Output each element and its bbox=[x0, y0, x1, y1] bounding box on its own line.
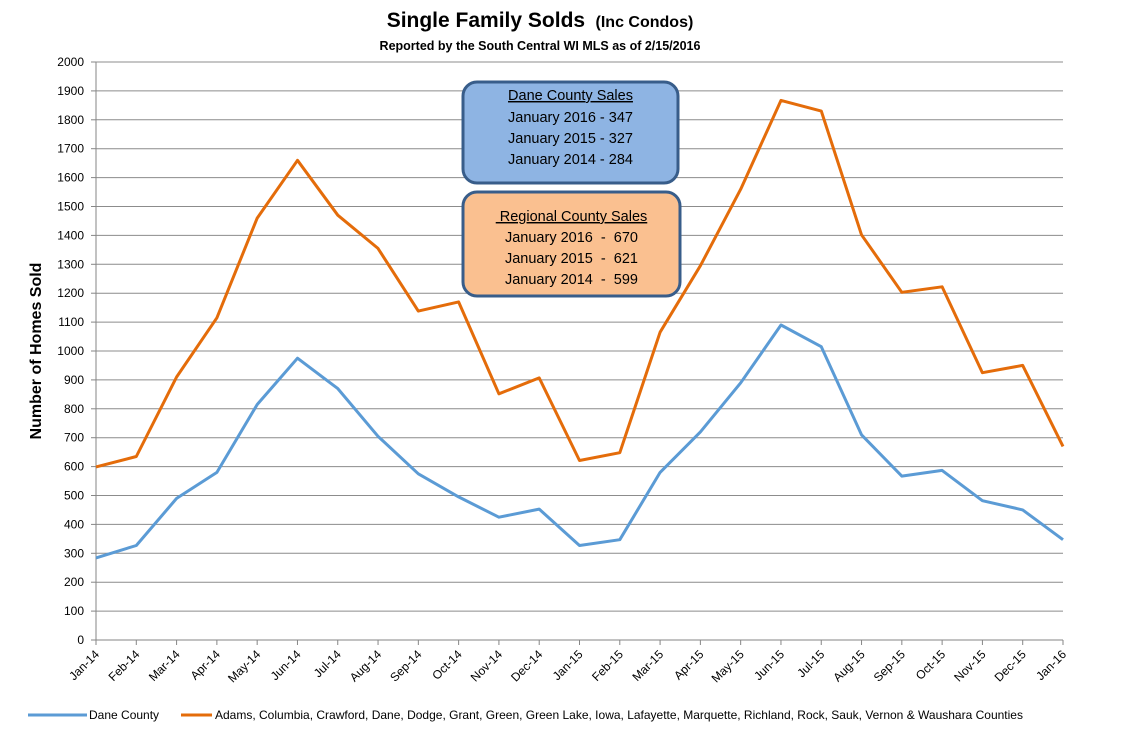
x-tick-label: Jun-14 bbox=[268, 647, 304, 683]
x-tick-label: Jul-15 bbox=[794, 647, 827, 680]
annotation-regional-county-sales: Regional County Sales January 2016 - 670… bbox=[461, 190, 682, 298]
series-line-dane-county bbox=[95, 323, 1064, 560]
annotation-dane-line-3: January 2014 - 284 bbox=[508, 152, 633, 168]
x-tick-label: Dec-15 bbox=[992, 647, 1029, 684]
y-tick-label: 900 bbox=[64, 373, 84, 387]
y-tick-label: 700 bbox=[64, 431, 84, 445]
x-tick-label: Nov-15 bbox=[951, 647, 988, 684]
y-tick-label: 1500 bbox=[57, 200, 84, 214]
x-axis-ticks: Jan-14 Feb-14 Mar-14 Apr-14 May-14 Jun-14 Jul-… bbox=[66, 640, 1069, 685]
series-line-regional-counties bbox=[95, 98, 1065, 469]
y-tick-label: 1100 bbox=[58, 315, 84, 329]
series-lines bbox=[95, 98, 1065, 560]
annotation-regional-line-2: January 2015 - 621 bbox=[505, 251, 638, 267]
x-tick-label: Feb-14 bbox=[106, 647, 143, 684]
y-tick-label: 1400 bbox=[57, 228, 84, 242]
y-tick-label: 600 bbox=[64, 460, 84, 474]
annotation-dane-title: Dane County Sales bbox=[508, 88, 633, 104]
annotation-dane-line-2: January 2015 - 327 bbox=[508, 131, 633, 147]
legend-label-dane: Dane County bbox=[89, 708, 159, 722]
annotation-regional-title: Regional County Sales bbox=[496, 209, 648, 225]
annotation-regional-box bbox=[461, 190, 682, 298]
x-tick-label: Aug-14 bbox=[347, 647, 384, 684]
y-tick-label: 0 bbox=[77, 633, 84, 647]
y-tick-label: 1700 bbox=[57, 142, 84, 156]
chart-subtitle: Reported by the South Central WI MLS as … bbox=[380, 39, 701, 53]
y-tick-label: 200 bbox=[64, 575, 84, 589]
y-tick-label: 800 bbox=[64, 402, 84, 416]
x-tick-label: Feb-15 bbox=[589, 647, 626, 684]
x-tick-label: Jan-14 bbox=[66, 647, 102, 683]
y-axis-label: Number of Homes Sold bbox=[28, 263, 45, 440]
y-tick-label: 1300 bbox=[57, 257, 84, 271]
y-tick-label: 1900 bbox=[57, 84, 84, 98]
y-tick-label: 400 bbox=[64, 517, 84, 531]
chart-title: Single Family Solds bbox=[387, 9, 585, 32]
chart-title-suffix: (Inc Condos) bbox=[596, 14, 694, 31]
x-tick-label: Sep-15 bbox=[871, 647, 908, 684]
legend: Dane County Adams, Columbia, Crawford, D… bbox=[28, 708, 1023, 722]
x-tick-label: Oct-15 bbox=[913, 647, 949, 683]
y-tick-label: 2000 bbox=[57, 55, 84, 69]
y-tick-label: 1800 bbox=[57, 113, 84, 127]
y-tick-label: 1000 bbox=[57, 344, 84, 358]
y-tick-label: 100 bbox=[64, 604, 84, 618]
annotation-regional-line-1: January 2016 - 670 bbox=[505, 230, 638, 246]
annotation-regional-line-3: January 2014 - 599 bbox=[505, 272, 638, 288]
annotation-dane-county-sales: Dane County Sales January 2016 - 347 Jan… bbox=[461, 80, 680, 185]
x-tick-label: Jan-16 bbox=[1033, 647, 1069, 683]
x-tick-label: Mar-15 bbox=[629, 647, 666, 684]
annotation-dane-box bbox=[461, 80, 680, 185]
x-tick-label: Aug-15 bbox=[830, 647, 867, 684]
y-tick-label: 500 bbox=[64, 489, 84, 503]
x-tick-label: Jan-15 bbox=[550, 647, 586, 683]
x-tick-label: Apr-14 bbox=[188, 647, 224, 683]
y-tick-label: 1200 bbox=[57, 286, 84, 300]
x-tick-label: Dec-14 bbox=[508, 647, 545, 684]
legend-label-regional: Adams, Columbia, Crawford, Dane, Dodge, … bbox=[215, 708, 1023, 722]
x-tick-label: Sep-14 bbox=[387, 647, 424, 684]
x-tick-label: Oct-14 bbox=[429, 647, 465, 683]
y-tick-label: 1600 bbox=[57, 171, 84, 185]
annotation-dane-line-1: January 2016 - 347 bbox=[508, 110, 633, 126]
x-tick-label: May-14 bbox=[225, 647, 263, 685]
x-tick-label: Nov-14 bbox=[468, 647, 505, 684]
x-tick-label: Mar-14 bbox=[146, 647, 183, 684]
x-tick-label: Jul-14 bbox=[311, 647, 344, 680]
x-tick-label: Jun-15 bbox=[751, 647, 787, 683]
y-tick-label: 300 bbox=[64, 546, 84, 560]
chart-title-group: Single Family Solds (Inc Condos) bbox=[387, 9, 694, 32]
y-axis-ticks: 0 100 200 300 400 500 600 700 800 900 1000 1100 1200… bbox=[57, 55, 97, 647]
x-tick-label: May-15 bbox=[709, 647, 747, 685]
x-tick-label: Apr-15 bbox=[671, 647, 707, 683]
